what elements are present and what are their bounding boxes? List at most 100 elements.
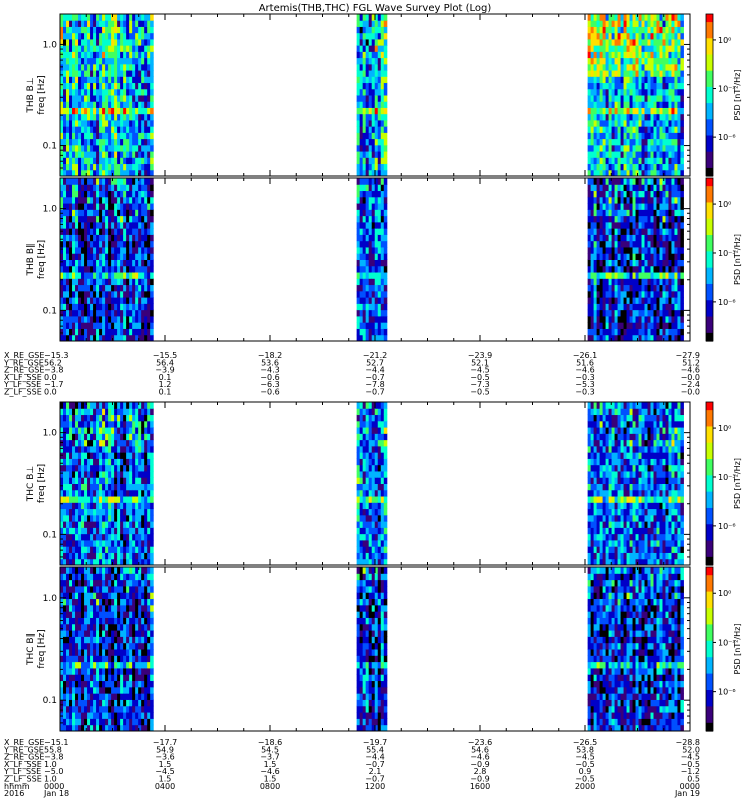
heatmap-cell [626, 322, 631, 329]
heatmap-cell [383, 278, 388, 286]
heatmap-cell [63, 138, 67, 146]
heatmap-cell [371, 126, 376, 133]
heatmap-cell [677, 253, 681, 260]
heatmap-cell [656, 303, 660, 311]
heatmap-cell [102, 82, 106, 90]
heatmap-cell [60, 464, 64, 472]
heatmap-cell [141, 439, 145, 447]
heatmap-cell [593, 272, 598, 279]
heatmap-cell [120, 45, 124, 52]
heatmap-cell [144, 284, 148, 292]
heatmap-cell [656, 209, 660, 217]
heatmap-cell [102, 328, 106, 336]
heatmap-cell [626, 144, 631, 152]
heatmap-cell [129, 234, 133, 242]
heatmap-cell [617, 169, 622, 177]
heatmap-cell [135, 57, 139, 65]
heatmap-cell [680, 113, 684, 121]
heatmap-cell [108, 265, 112, 273]
heatmap-cell [602, 290, 607, 298]
heatmap-cell [69, 196, 73, 204]
heatmap-cell [102, 278, 106, 286]
heatmap-cell [72, 539, 76, 547]
heatmap-cell [614, 253, 619, 260]
heatmap-cell [87, 477, 91, 484]
heatmap-cell [87, 240, 91, 248]
heatmap-cell [141, 221, 145, 229]
heatmap-cell [677, 101, 681, 108]
heatmap-cell [123, 309, 127, 317]
heatmap-cell [108, 470, 112, 478]
heatmap-cell [135, 51, 139, 59]
heatmap-cell [129, 278, 133, 286]
heatmap-cell [123, 496, 127, 503]
heatmap-cell [126, 297, 130, 304]
heatmap-cell [114, 402, 118, 409]
colorbar-swatch [706, 278, 713, 282]
heatmap-cell [662, 272, 666, 279]
heatmap-cell [66, 88, 70, 96]
heatmap-cell [356, 334, 361, 342]
heatmap-cell [668, 215, 672, 223]
heatmap-cell [626, 38, 631, 46]
heatmap-cell [102, 508, 106, 516]
heatmap-cell [617, 119, 622, 127]
heatmap-cell [590, 246, 595, 254]
heatmap-cell [620, 278, 625, 286]
heatmap-cell [614, 63, 619, 71]
heatmap-cell [614, 20, 619, 27]
colorbar-swatch [706, 95, 713, 99]
heatmap-cell [356, 253, 361, 260]
heatmap-cell [99, 45, 103, 52]
heatmap-cell [75, 284, 79, 292]
heatmap-cell [141, 113, 145, 121]
heatmap-cell [60, 203, 64, 210]
heatmap-cell [653, 265, 657, 273]
heatmap-cell [129, 178, 133, 185]
heatmap-cell [671, 234, 675, 242]
heatmap-cell [644, 209, 648, 217]
heatmap-cell [617, 144, 622, 152]
heatmap-cell [63, 278, 67, 286]
heatmap-cell [75, 76, 79, 84]
heatmap-cell [641, 215, 646, 223]
heatmap-cell [599, 322, 604, 329]
heatmap-cell [368, 151, 373, 158]
heatmap-cell [365, 196, 370, 204]
heatmap-cell [75, 101, 79, 108]
heatmap-cell [150, 20, 154, 27]
heatmap-cell [123, 107, 127, 115]
heatmap-cell [662, 138, 666, 146]
heatmap-cell [138, 20, 142, 27]
heatmap-cell [93, 20, 97, 27]
heatmap-cell [362, 70, 367, 77]
heatmap-cell [81, 458, 85, 466]
heatmap-cell [617, 163, 622, 171]
heatmap-cell [665, 190, 669, 198]
heatmap-cell [605, 32, 610, 40]
heatmap-cell [383, 95, 388, 102]
heatmap-cell [66, 240, 70, 248]
heatmap-cell [135, 132, 139, 140]
heatmap-cell [105, 38, 109, 46]
heatmap-cell [141, 163, 145, 171]
heatmap-cell [650, 45, 654, 52]
heatmap-cell [653, 278, 657, 286]
heatmap-cell [87, 445, 91, 453]
heatmap-cell [123, 169, 127, 177]
heatmap-cell [677, 169, 681, 177]
heatmap-cell [602, 32, 607, 40]
heatmap-cell [129, 38, 133, 46]
heatmap-cell [138, 433, 142, 441]
heatmap-cell [150, 240, 154, 248]
heatmap-cell [674, 178, 678, 185]
heatmap-cell [132, 14, 136, 21]
heatmap-cell [647, 82, 651, 90]
heatmap-cell [380, 169, 385, 177]
heatmap-cell [605, 163, 610, 171]
heatmap-cell [69, 82, 73, 90]
heatmap-cell [138, 521, 142, 528]
heatmap-cell [371, 278, 376, 286]
heatmap-cell [60, 496, 64, 503]
heatmap-cell [129, 157, 133, 165]
